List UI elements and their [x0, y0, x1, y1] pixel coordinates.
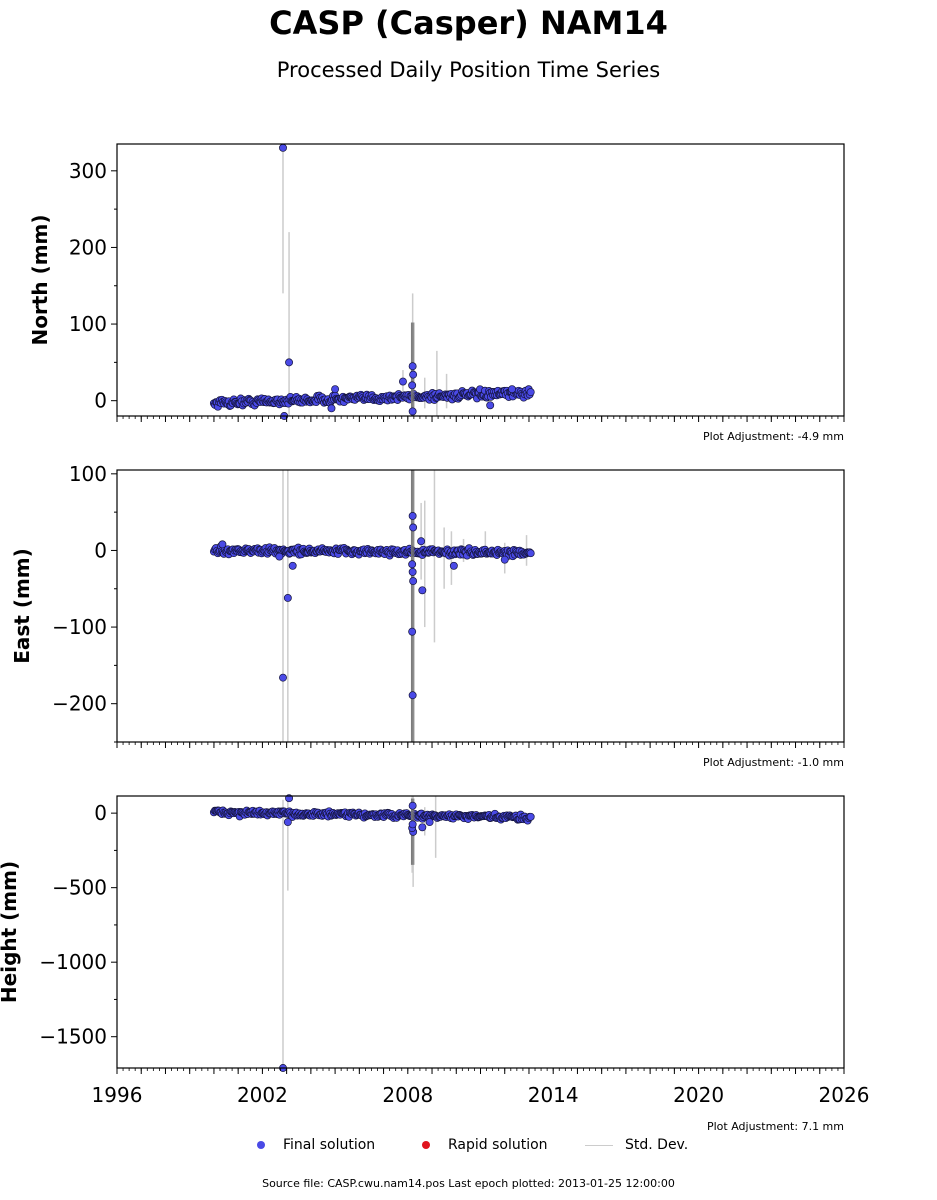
legend-label-rapid: Rapid solution [448, 1137, 548, 1153]
y-tick-label: 0 [94, 389, 107, 413]
final-solution-point [408, 691, 417, 700]
final-solution-point [408, 381, 417, 390]
y-tick-label: 100 [69, 462, 107, 486]
y-tick-label: 100 [69, 312, 107, 336]
final-solution-point [285, 358, 294, 367]
final-solution-point [408, 560, 417, 569]
final-solution-point [408, 567, 417, 576]
legend-item-final: Final solution [257, 1137, 375, 1153]
panel-0: 0 100 200 300 North (mm) Plot Adjustment: -4.… [28, 143, 845, 443]
final-solution-point [449, 561, 458, 570]
source-footnote: Source file: CASP.cwu.nam14.pos Last epo… [262, 1177, 675, 1190]
final-solution-point [526, 388, 535, 397]
plot-adjustment-note: Plot Adjustment: -1.0 mm [703, 756, 844, 769]
y-tick-label: −1500 [39, 1025, 107, 1049]
y-tick-label: −200 [52, 692, 107, 716]
final-solution-point [408, 801, 417, 810]
y-tick-label: 300 [69, 159, 107, 183]
final-solution-point [408, 362, 417, 371]
final-solution-point [425, 818, 434, 827]
final-solution-point [417, 537, 426, 546]
std-dev-line-icon [585, 1144, 613, 1146]
panel-2: −1500 −1000 −500 0 1996 2002 2008 2014 2020 2026 H… [0, 794, 870, 1133]
final-solution-point [331, 385, 340, 394]
y-tick-label: −500 [52, 876, 107, 900]
final-solution-point [409, 370, 418, 379]
plot-frame [116, 469, 845, 743]
final-solution-point [408, 407, 417, 416]
y-tick-label: 0 [94, 801, 107, 825]
legend-label-final: Final solution [283, 1137, 376, 1153]
final-solution-point [500, 555, 509, 564]
final-solution-point [408, 512, 417, 520]
legend-item-rapid: Rapid solution [422, 1137, 548, 1153]
legend-label-stddev: Std. Dev. [625, 1137, 689, 1153]
final-solution-point [279, 143, 287, 152]
final-solution-point [275, 552, 284, 561]
rapid-solution-marker-icon [422, 1141, 430, 1149]
final-solution-point [409, 577, 418, 586]
final-solution-point [399, 377, 407, 386]
plot-frame [116, 143, 845, 417]
x-tick-label: 2020 [673, 1083, 724, 1107]
final-solution-point [418, 823, 427, 832]
x-tick-label: 1996 [92, 1083, 143, 1107]
final-solution-point [283, 818, 292, 827]
legend-item-stddev: Std. Dev. [585, 1137, 688, 1153]
y-axis-label: East (mm) [10, 548, 34, 664]
plot-adjustment-note: Plot Adjustment: -4.9 mm [703, 430, 844, 443]
x-tick-label: 2008 [382, 1083, 433, 1107]
final-solution-point [327, 404, 336, 413]
legend: Final solution Rapid solution Std. Dev. [250, 1137, 710, 1159]
y-tick-label: 200 [69, 235, 107, 259]
final-solution-point [288, 561, 297, 570]
y-tick-label: 0 [94, 538, 107, 562]
final-solution-point [486, 401, 495, 410]
final-solution-point [218, 540, 227, 549]
chart-subtitle: Processed Daily Position Time Series [276, 58, 661, 82]
final-solution-point [408, 627, 417, 636]
final-solution-point [508, 385, 516, 394]
plot-frame [116, 795, 845, 1069]
final-solution-point [526, 812, 535, 821]
plot-adjustment-note: Plot Adjustment: 7.1 mm [707, 1120, 844, 1133]
panel-1: −200 −100 0 100 East (mm) Plot Adjustment: -1… [10, 462, 845, 769]
x-tick-label: 2002 [237, 1083, 288, 1107]
final-solution-point [279, 673, 287, 682]
final-solution-point [409, 523, 418, 532]
y-tick-label: −100 [52, 615, 107, 639]
x-tick-label: 2026 [819, 1083, 870, 1107]
y-axis-label: Height (mm) [0, 861, 21, 1003]
chart-title: CASP (Casper) NAM14 [269, 4, 668, 42]
final-solution-point [408, 820, 417, 829]
final-solution-point [526, 549, 535, 558]
final-solution-point [283, 594, 292, 602]
x-tick-label: 2014 [528, 1083, 579, 1107]
final-solution-marker-icon [257, 1141, 265, 1149]
y-tick-label: −1000 [39, 950, 107, 974]
y-axis-label: North (mm) [28, 214, 52, 345]
final-solution-point [418, 586, 427, 595]
